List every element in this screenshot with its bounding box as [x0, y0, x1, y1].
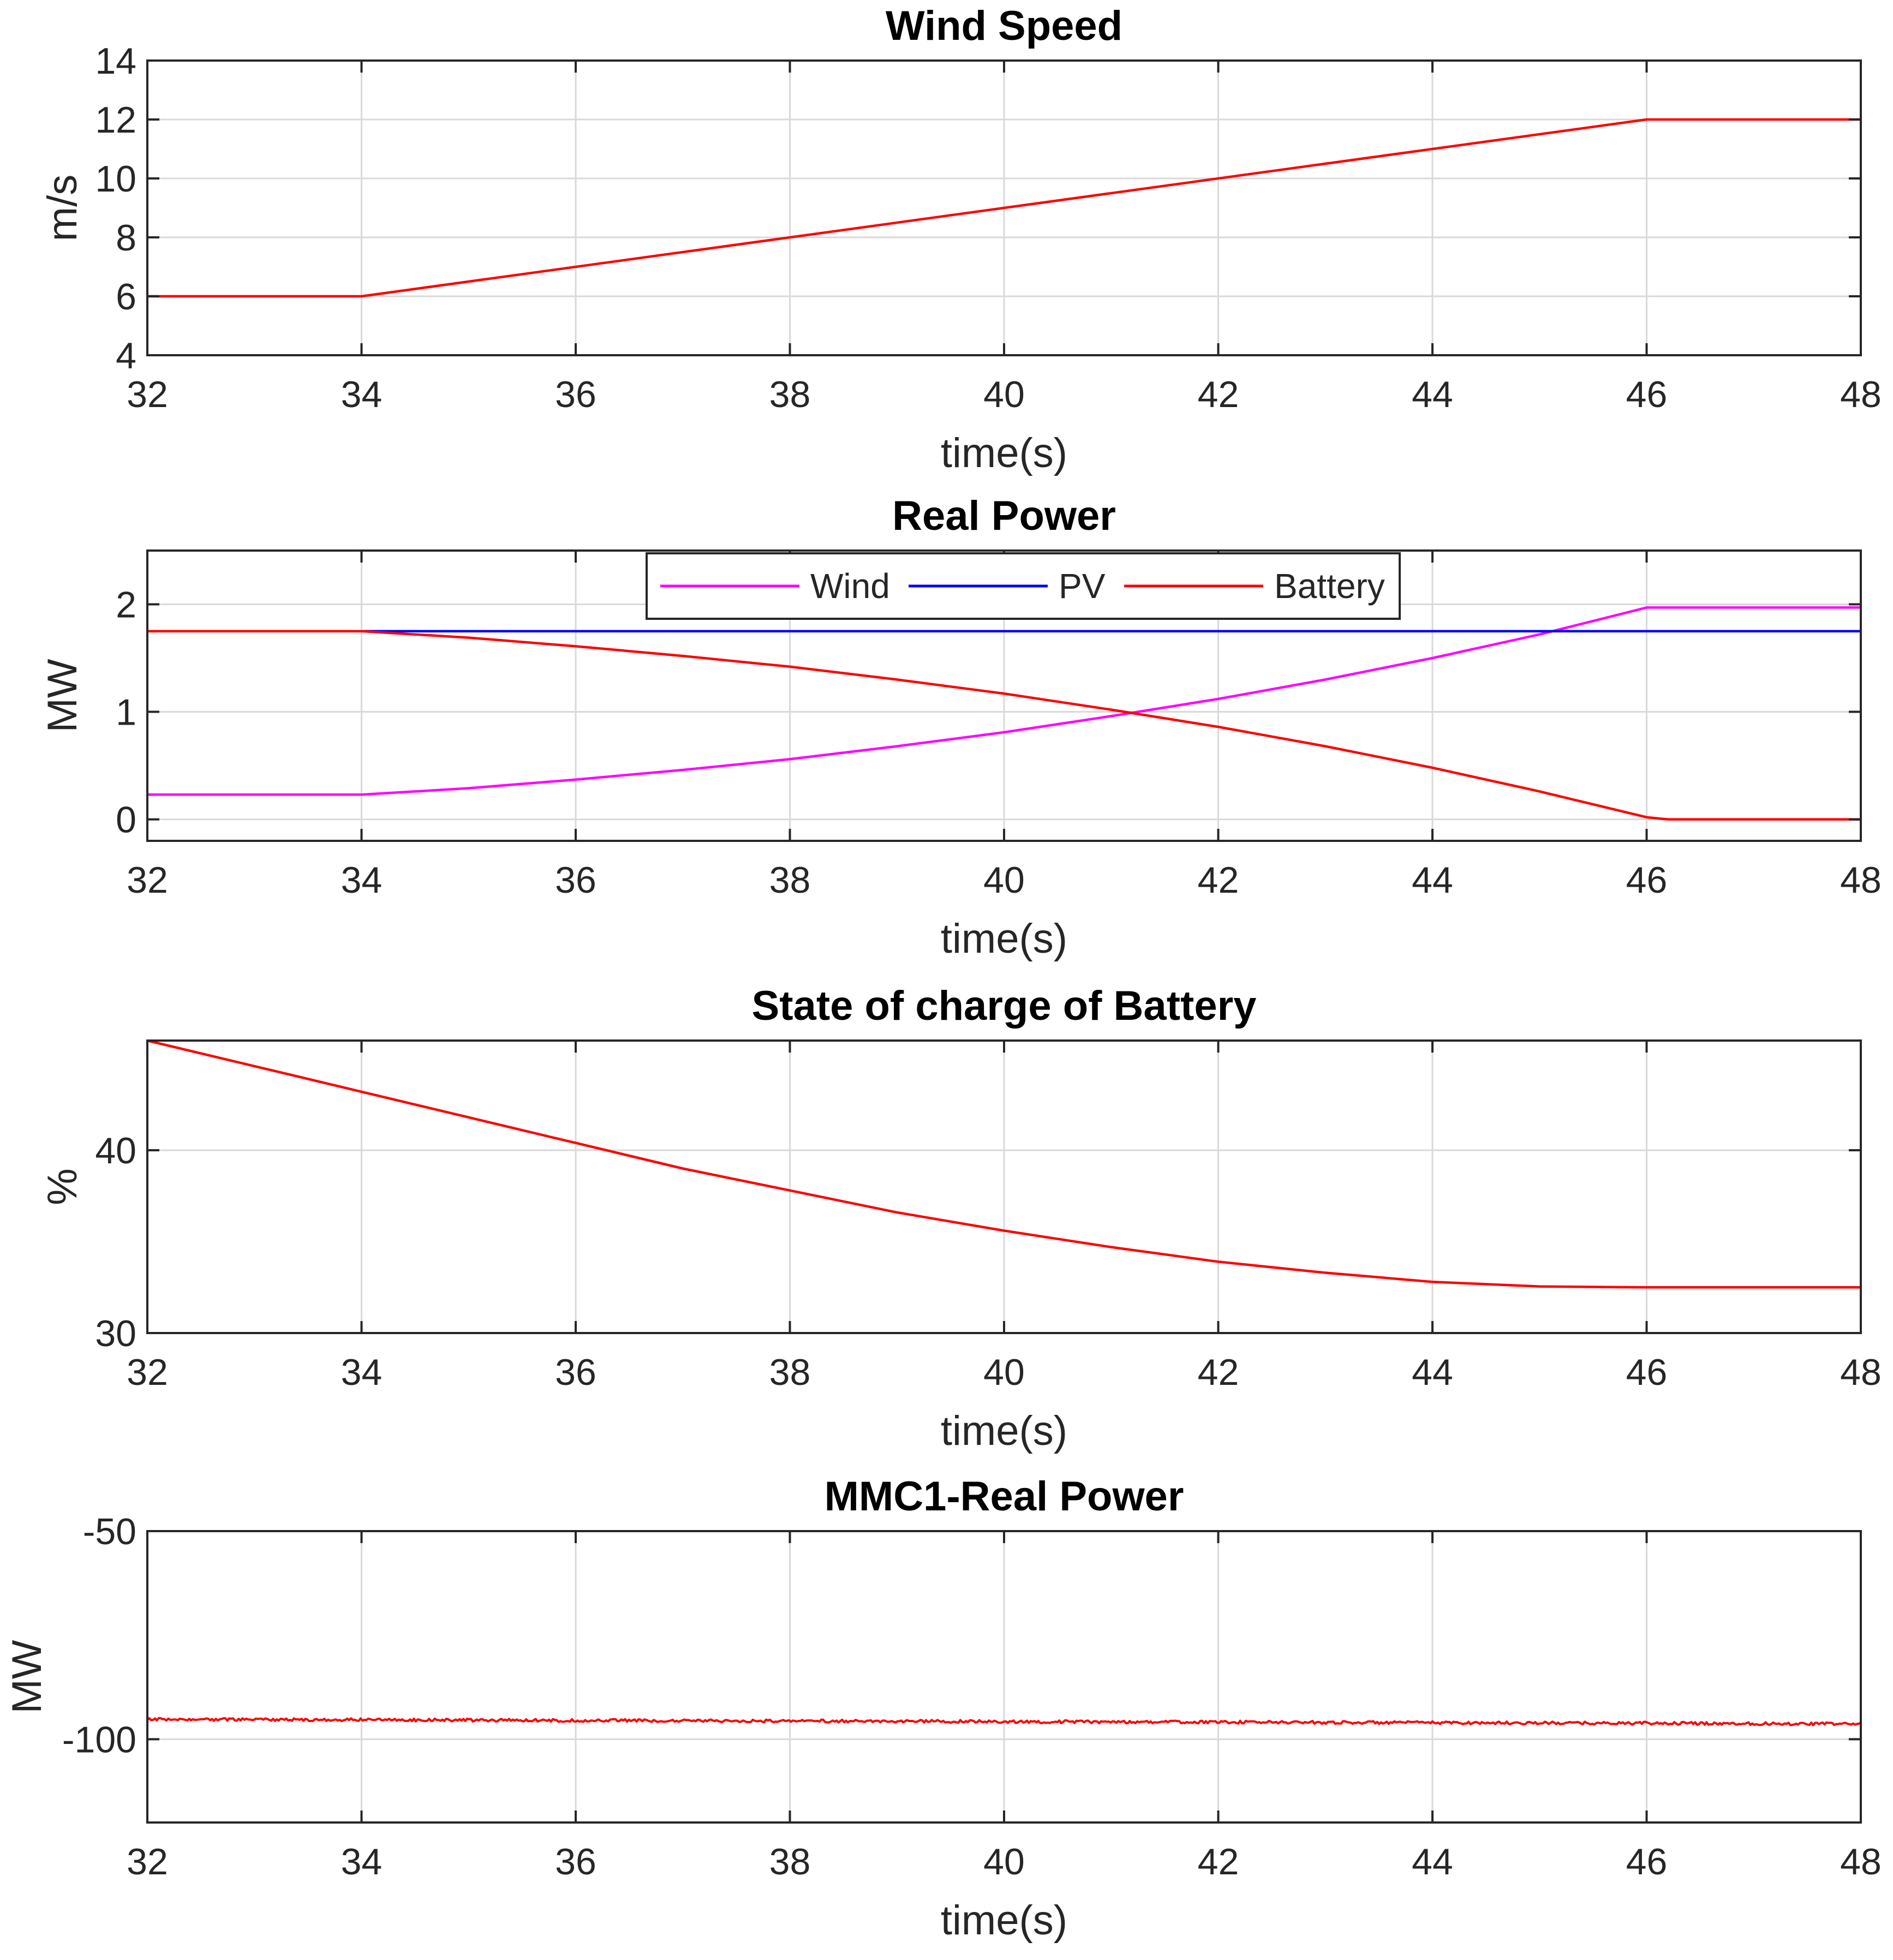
x-tick-label: 38: [769, 859, 811, 901]
x-tick-label: 38: [769, 1352, 811, 1393]
x-axis-label: time(s): [941, 916, 1067, 962]
y-axis-label: %: [39, 1168, 86, 1205]
x-tick-label: 44: [1412, 1841, 1453, 1883]
x-axis-label: time(s): [941, 1408, 1067, 1454]
x-tick-label: 44: [1412, 1352, 1453, 1393]
legend-label-battery: Battery: [1274, 566, 1385, 606]
y-tick-label: 0: [116, 799, 136, 841]
x-tick-label: 42: [1198, 374, 1239, 415]
y-tick-label: -50: [83, 1511, 136, 1552]
legend-label-pv: PV: [1059, 566, 1106, 606]
x-tick-label: 42: [1198, 1841, 1239, 1883]
series-line-wind: [147, 606, 1861, 796]
x-tick-label: 36: [555, 1841, 596, 1883]
series-line-mmc1: [146, 1717, 1862, 1726]
subplot-3: 32 34 36 38 40 42 44 46 48 30 40 State of charge of…: [39, 983, 1882, 1454]
legend: Wind PV Battery: [646, 552, 1401, 620]
x-tick-label: 36: [555, 1352, 596, 1393]
x-tick-label: 34: [341, 1841, 383, 1883]
chart-title: State of charge of Battery: [752, 983, 1257, 1029]
x-tick-label: 32: [127, 1352, 168, 1393]
x-tick-label: 34: [341, 374, 383, 415]
subplot-4: 32 34 36 38 40 42 44 46 48 -100 -50 MMC1-Real Power…: [4, 1473, 1882, 1944]
x-tick-label: 44: [1412, 859, 1453, 901]
series-line-soc: [147, 1039, 1861, 1289]
y-axis-label: MW: [39, 659, 86, 732]
x-tick-label: 40: [983, 1352, 1025, 1393]
x-tick-label: 46: [1626, 859, 1668, 901]
x-tick-label: 38: [769, 1841, 811, 1883]
x-tick-label: 32: [127, 1841, 168, 1883]
subplot-2: 32 34 36 38 40 42 44 46 48 0 1 2 Real Power time(s) MW…: [39, 493, 1882, 962]
y-tick-label: 1: [116, 692, 136, 733]
chart-title: MMC1-Real Power: [825, 1473, 1184, 1520]
x-tick-label: 42: [1198, 1352, 1239, 1393]
x-tick-label: 48: [1840, 859, 1882, 901]
y-tick-label: 40: [95, 1130, 136, 1172]
y-tick-label: 12: [95, 99, 136, 141]
legend-label-wind: Wind: [810, 566, 890, 606]
series-line-battery: [147, 630, 1861, 821]
x-tick-label: 40: [983, 859, 1025, 901]
x-tick-label: 44: [1412, 374, 1453, 415]
series-line-wind-speed: [147, 118, 1861, 298]
y-axis-label: m/s: [39, 175, 86, 241]
x-tick-label: 46: [1626, 1841, 1668, 1883]
y-tick-label: 30: [95, 1313, 136, 1354]
x-tick-label: 40: [983, 1841, 1025, 1883]
x-tick-label: 34: [341, 859, 383, 901]
y-tick-label: 10: [95, 158, 136, 200]
x-tick-label: 46: [1626, 374, 1668, 415]
x-tick-label: 38: [769, 374, 811, 415]
x-tick-label: 36: [555, 374, 596, 415]
x-tick-label: 48: [1840, 1352, 1882, 1393]
y-tick-label: 14: [95, 40, 136, 82]
x-tick-label: 32: [127, 374, 168, 415]
x-tick-label: 48: [1840, 1841, 1882, 1883]
x-tick-label: 48: [1840, 374, 1882, 415]
y-tick-label: 8: [116, 217, 136, 259]
y-tick-label: 6: [116, 276, 136, 318]
x-axis-label: time(s): [941, 1897, 1067, 1944]
y-tick-label: 4: [116, 335, 136, 377]
y-tick-label: -100: [62, 1719, 136, 1760]
x-tick-label: 46: [1626, 1352, 1668, 1393]
x-axis-label: time(s): [941, 430, 1067, 476]
x-tick-label: 32: [127, 859, 168, 901]
x-tick-label: 34: [341, 1352, 383, 1393]
y-axis-label: MW: [4, 1640, 50, 1713]
x-tick-label: 40: [983, 374, 1025, 415]
x-tick-label: 36: [555, 859, 596, 901]
chart-title: Real Power: [892, 493, 1116, 539]
chart-title: Wind Speed: [886, 3, 1122, 49]
y-tick-label: 2: [116, 584, 136, 626]
x-tick-label: 42: [1198, 859, 1239, 901]
